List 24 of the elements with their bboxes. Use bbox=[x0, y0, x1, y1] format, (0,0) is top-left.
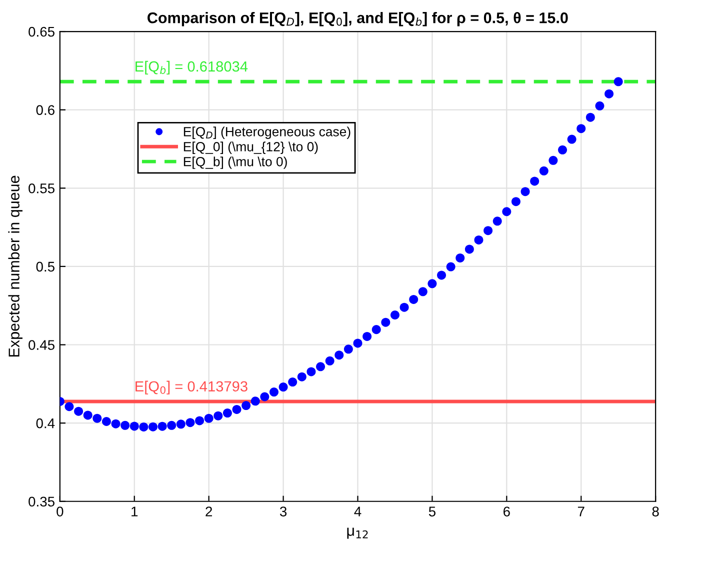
y-tick-label: 0.4 bbox=[36, 418, 55, 428]
y-tick-label: 0.55 bbox=[28, 183, 54, 194]
x-tick-label: 8 bbox=[652, 506, 659, 516]
legend-label: E[Q_b] (\mu \to 0) bbox=[184, 156, 287, 169]
x-tick-label: 6 bbox=[504, 506, 510, 516]
x-tick-label: 0 bbox=[56, 506, 64, 516]
y-tick-label: 0.6 bbox=[36, 105, 54, 115]
x-tick-label: 7 bbox=[578, 506, 584, 516]
x-tick-label: 1 bbox=[132, 506, 138, 516]
x-tick-label: 5 bbox=[428, 506, 436, 516]
legend-label: E[Q$_{D}$] (Heterogeneous case) bbox=[184, 126, 350, 139]
legend-label: E[Q_0] (\mu_{12} \to 0) bbox=[184, 142, 318, 154]
y-tick-label: 0.45 bbox=[28, 340, 54, 350]
y-axis-title: Expected number in queue bbox=[8, 176, 22, 356]
x-tick-label: 4 bbox=[354, 506, 362, 516]
y-tick-label: 0.35 bbox=[28, 496, 54, 507]
x-axis-title: μ$_{12}$ bbox=[347, 528, 368, 539]
y-tick-label: 0.5 bbox=[36, 262, 54, 272]
chart-title: Comparison of E[Q$_{D}$], E[Q$_{0}$], and E[Q$_{b}$] for ρ = 0.5, θ = 15.0 bbox=[148, 12, 568, 26]
x-tick-label: 2 bbox=[206, 506, 212, 516]
annotation: E[Q$_{0}$] = 0.413793 bbox=[136, 380, 248, 394]
annotation: E[Q$_{b}$] = 0.618034 bbox=[136, 60, 248, 75]
x-tick-label: 3 bbox=[280, 506, 287, 516]
y-tick-label: 0.65 bbox=[28, 26, 54, 37]
